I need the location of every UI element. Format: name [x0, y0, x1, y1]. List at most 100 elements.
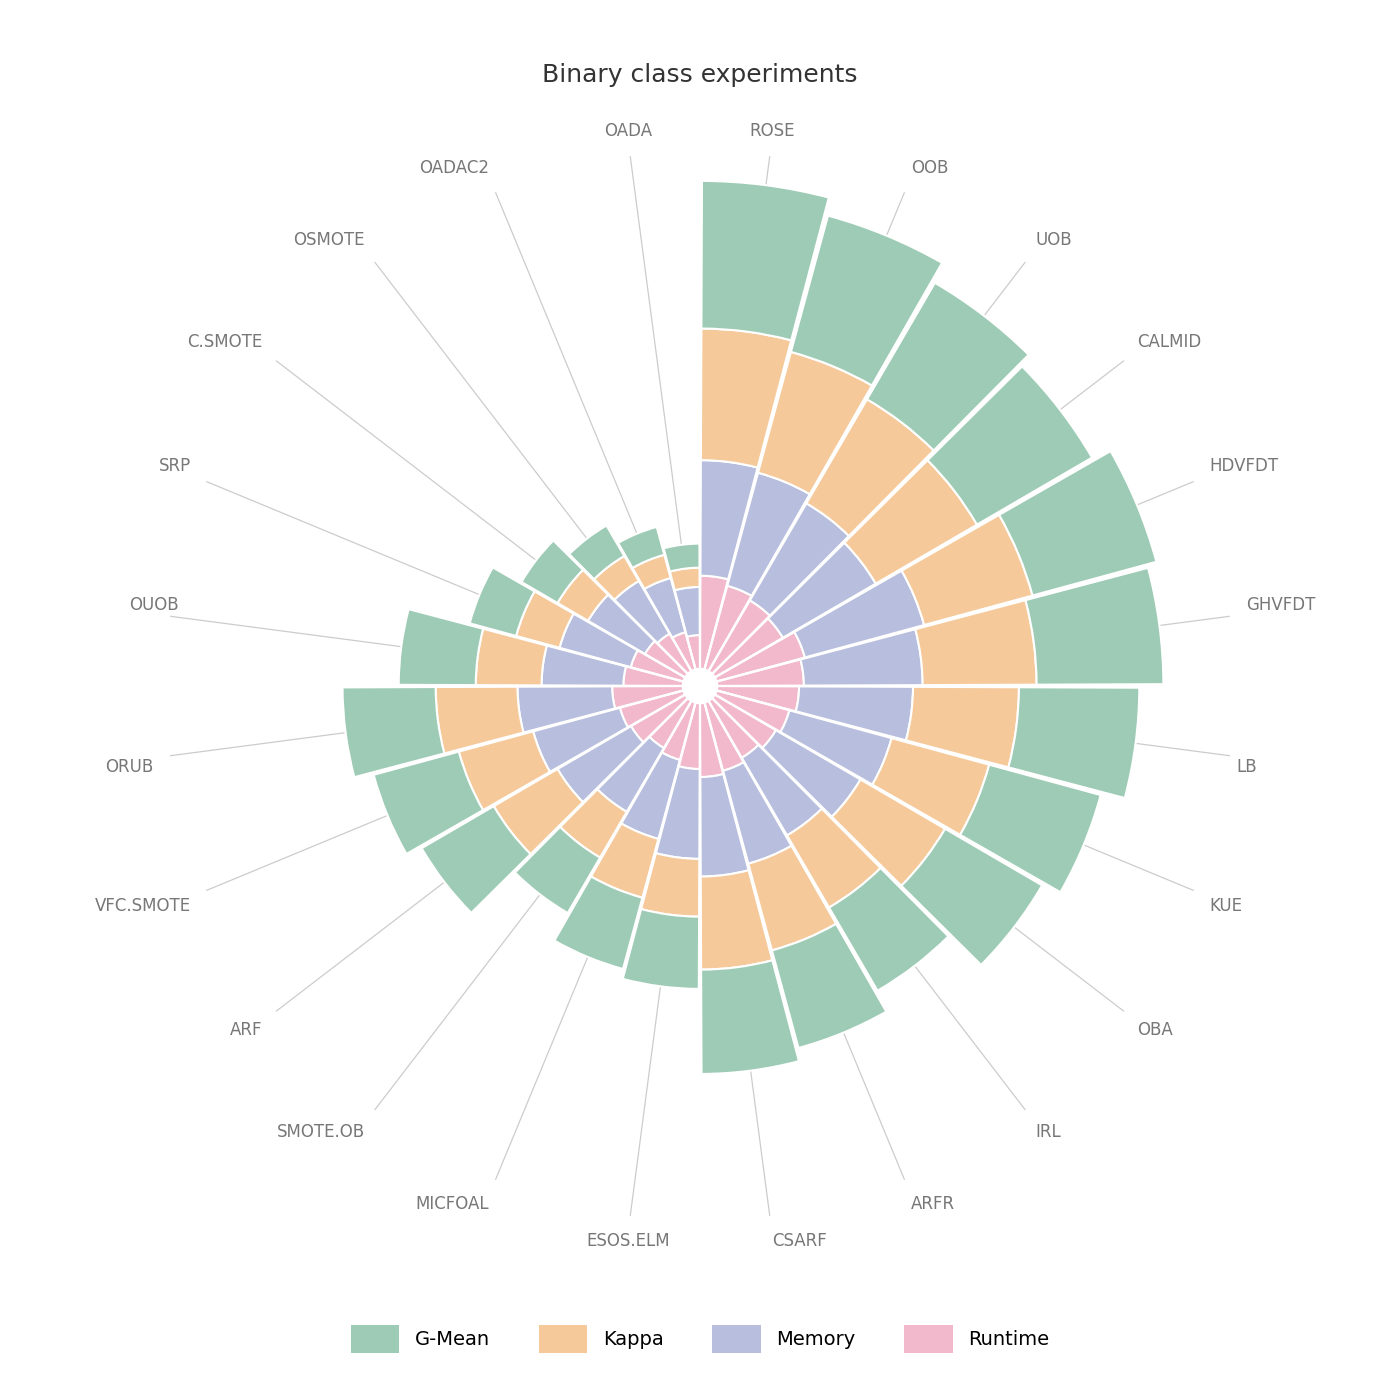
Bar	[769, 543, 876, 638]
Text: SRP: SRP	[158, 458, 190, 475]
Bar	[700, 774, 749, 876]
Bar	[787, 809, 881, 907]
Bar	[1008, 687, 1140, 798]
Bar	[704, 701, 743, 771]
Bar	[399, 609, 483, 685]
Bar	[664, 543, 700, 571]
Bar	[658, 634, 692, 673]
Bar	[713, 619, 783, 678]
Legend: G-Mean, Kappa, Memory, Runtime: G-Mean, Kappa, Memory, Runtime	[342, 1316, 1058, 1362]
Bar	[570, 525, 624, 580]
Bar	[517, 591, 574, 648]
Text: HDVFDT: HDVFDT	[1210, 458, 1278, 475]
Text: ARFR: ARFR	[911, 1196, 955, 1212]
Text: Binary class experiments: Binary class experiments	[542, 63, 858, 87]
Text: ROSE: ROSE	[749, 122, 795, 140]
Text: OUOB: OUOB	[129, 596, 178, 615]
Bar	[928, 367, 1092, 525]
Bar	[832, 780, 945, 886]
Bar	[459, 731, 550, 811]
Bar	[1000, 451, 1156, 595]
Bar	[435, 687, 524, 753]
Bar	[669, 567, 700, 591]
Bar	[588, 595, 655, 654]
Bar	[727, 473, 809, 596]
Text: ARF: ARF	[231, 1022, 263, 1039]
Bar	[374, 752, 483, 854]
Bar	[829, 868, 948, 991]
Text: OADA: OADA	[603, 122, 652, 140]
Bar	[715, 690, 790, 732]
Bar	[675, 587, 700, 637]
Bar	[750, 504, 848, 616]
Bar	[801, 629, 923, 686]
Bar	[557, 570, 608, 620]
Bar	[623, 909, 699, 988]
Bar	[704, 585, 752, 671]
Bar	[469, 567, 535, 636]
Bar	[701, 181, 829, 340]
Bar	[542, 645, 626, 686]
Bar	[708, 699, 759, 757]
Bar	[916, 601, 1036, 685]
Bar	[701, 871, 773, 970]
Bar	[594, 556, 638, 599]
Bar	[591, 823, 658, 897]
Bar	[560, 613, 637, 668]
Bar	[421, 806, 531, 913]
Bar	[715, 631, 805, 682]
Bar	[623, 666, 683, 686]
Bar	[662, 701, 696, 760]
Bar	[771, 924, 886, 1049]
Bar	[533, 708, 629, 771]
Bar	[687, 636, 700, 669]
Bar	[518, 686, 615, 732]
Bar	[557, 727, 644, 802]
Bar	[763, 731, 861, 816]
Bar	[343, 687, 444, 777]
Text: OOB: OOB	[911, 160, 948, 176]
Bar	[872, 738, 990, 834]
Bar	[960, 764, 1100, 892]
Bar	[554, 876, 643, 969]
Text: GHVFDT: GHVFDT	[1246, 596, 1316, 615]
Bar	[791, 216, 942, 385]
Bar	[701, 960, 799, 1074]
Text: OADAC2: OADAC2	[419, 160, 489, 176]
Text: OSMOTE: OSMOTE	[293, 231, 364, 249]
Bar	[700, 461, 757, 580]
Text: ESOS.ELM: ESOS.ELM	[587, 1232, 669, 1250]
Bar	[794, 571, 924, 658]
Text: OBA: OBA	[1137, 1022, 1173, 1039]
Bar	[844, 461, 977, 584]
Bar	[700, 575, 728, 669]
Bar	[644, 578, 686, 637]
Bar	[521, 540, 582, 603]
Bar	[494, 769, 582, 854]
Bar	[515, 827, 601, 913]
Bar	[476, 629, 547, 686]
Text: CSARF: CSARF	[771, 1232, 826, 1250]
Text: IRL: IRL	[1036, 1123, 1061, 1141]
Bar	[598, 736, 664, 812]
Bar	[757, 351, 872, 494]
Bar	[631, 651, 685, 682]
Text: ORUB: ORUB	[105, 757, 154, 776]
Bar	[560, 790, 627, 858]
Bar	[906, 687, 1019, 767]
Bar	[902, 829, 1042, 965]
Bar	[1025, 568, 1163, 685]
Bar	[722, 762, 791, 864]
Bar	[619, 526, 664, 568]
Bar	[701, 329, 791, 468]
Bar	[867, 283, 1029, 451]
Bar	[806, 399, 934, 536]
Text: CALMID: CALMID	[1137, 333, 1201, 350]
Text: KUE: KUE	[1210, 897, 1242, 914]
Bar	[749, 846, 836, 951]
Bar	[657, 766, 700, 858]
Bar	[795, 686, 913, 741]
Bar	[631, 694, 687, 742]
Bar	[708, 601, 770, 673]
Text: UOB: UOB	[1036, 231, 1072, 249]
